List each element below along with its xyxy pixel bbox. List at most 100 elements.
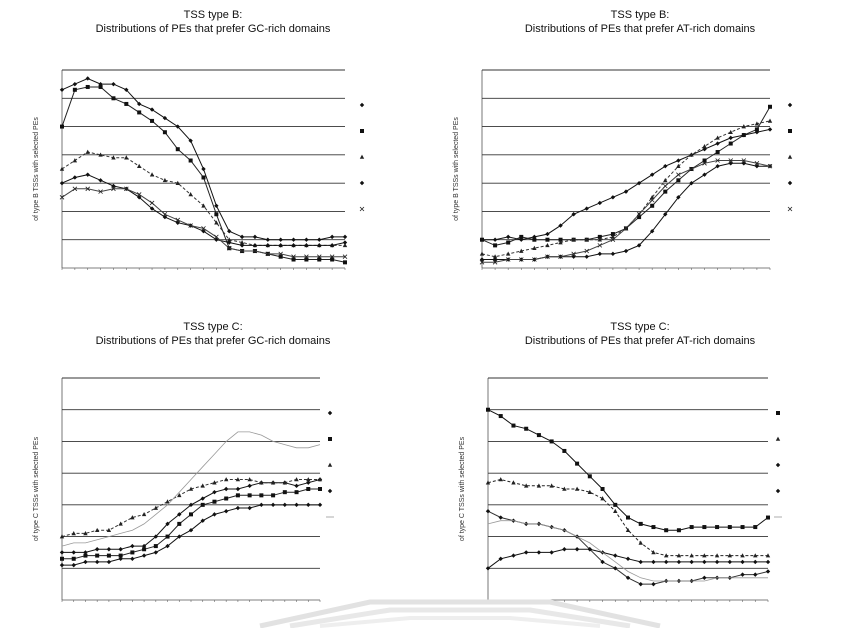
data-point-s1-20 (304, 237, 309, 242)
chart-title: TSS type C: Distributions of PEs that pr… (0, 320, 426, 348)
data-point-s5-20 (728, 158, 734, 163)
data-point-s5-21 (316, 254, 322, 259)
data-point-s2-2 (72, 87, 77, 92)
data-point-s2-16 (676, 553, 682, 558)
data-point-s4-12 (623, 248, 629, 254)
legend-marker-2 (328, 437, 332, 441)
data-point-s2-12 (201, 175, 206, 180)
data-point-s3-16 (676, 163, 681, 168)
data-point-s4-19 (715, 163, 720, 169)
data-point-s1-22 (329, 234, 335, 240)
data-point-s1-6 (549, 439, 554, 444)
data-point-s3-23 (765, 569, 771, 574)
data-point-s4-22 (753, 559, 758, 565)
data-point-s3-11 (177, 492, 182, 498)
data-point-s3-10 (165, 499, 170, 504)
data-point-s1-17 (247, 483, 252, 489)
data-point-s3-6 (124, 155, 129, 160)
legend-marker-5 (359, 206, 365, 212)
data-point-s4-14 (227, 240, 232, 245)
data-point-s1-10 (600, 487, 605, 491)
data-point-s1-8 (149, 107, 155, 112)
data-point-s2-19 (715, 150, 720, 155)
data-point-s1-4 (524, 426, 529, 431)
data-point-s1-12 (623, 189, 629, 194)
data-point-s2-11 (177, 521, 182, 526)
data-point-s3-18 (702, 143, 707, 149)
data-point-s5-8 (571, 251, 576, 257)
data-point-s3-18 (259, 480, 264, 485)
data-point-s3-22 (753, 572, 758, 577)
data-point-s2-14 (651, 550, 656, 555)
legend-marker-3 (787, 154, 793, 159)
series-line-2 (487, 478, 768, 557)
data-point-s1-1 (59, 87, 65, 92)
data-point-s5-3 (85, 186, 91, 192)
data-point-s3-21 (294, 477, 299, 482)
data-point-s4-23 (317, 502, 323, 508)
data-point-s5-7 (136, 192, 142, 197)
data-point-s5-16 (252, 248, 258, 254)
chart-svg: of type B TSSs with selected PEs (453, 69, 793, 270)
data-point-s3-15 (239, 240, 245, 245)
data-point-s1-23 (767, 127, 773, 132)
data-point-s1-8 (141, 543, 147, 549)
data-point-s2-4 (523, 483, 529, 488)
data-point-s3-23 (767, 118, 773, 123)
chart-tss-b-gc: TSS type B: Distributions of PEs that pr… (0, 0, 426, 314)
data-point-s4-2 (492, 257, 498, 262)
series-line-3 (487, 510, 769, 585)
data-point-s3-14 (227, 237, 232, 242)
data-point-s2-19 (714, 553, 720, 558)
chart-tss-c-gc: TSS type C: Distributions of PEs that pr… (0, 314, 426, 628)
data-point-s2-5 (106, 553, 111, 558)
chart-title: TSS type B: Distributions of PEs that pr… (0, 8, 426, 36)
data-point-s4-22 (306, 502, 311, 508)
legend-marker-4 (775, 488, 781, 494)
data-point-s1-4 (94, 547, 100, 552)
series-line-1 (487, 409, 769, 531)
data-point-s5-5 (532, 257, 537, 262)
data-point-s3-7 (558, 240, 563, 245)
data-point-s2-19 (291, 257, 296, 262)
data-point-s3-14 (212, 480, 217, 485)
data-point-s1-17 (265, 237, 271, 242)
data-point-s1-15 (223, 486, 229, 492)
data-point-s2-7 (137, 110, 142, 115)
data-point-s3-12 (625, 575, 631, 580)
data-point-s4-5 (536, 550, 542, 555)
data-point-s5-15 (239, 248, 245, 254)
data-point-s1-9 (162, 115, 168, 121)
data-point-s1-11 (610, 195, 616, 200)
data-point-s2-9 (587, 489, 593, 494)
data-point-s5-9 (584, 248, 590, 254)
data-point-s2-2 (493, 243, 498, 248)
data-point-s3-7 (136, 163, 142, 168)
data-point-s2-17 (689, 553, 694, 558)
data-point-s2-23 (768, 104, 772, 109)
data-point-s3-17 (247, 477, 252, 482)
data-point-s3-2 (72, 158, 78, 163)
data-point-s1-19 (291, 237, 296, 242)
data-point-s2-20 (728, 141, 733, 146)
data-point-s5-1 (59, 195, 65, 200)
data-point-s4-18 (702, 559, 707, 565)
data-point-s4-6 (549, 550, 554, 555)
data-point-s3-8 (149, 172, 155, 177)
data-point-s4-13 (638, 559, 643, 565)
data-point-s3-3 (505, 251, 511, 256)
data-point-s2-3 (506, 240, 511, 245)
data-point-s2-10 (175, 147, 180, 152)
data-point-s5-22 (329, 254, 335, 259)
data-point-s2-8 (142, 547, 147, 552)
data-point-s3-2 (498, 515, 503, 520)
data-point-s1-5 (536, 433, 541, 438)
data-point-s4-21 (294, 502, 299, 508)
data-point-s2-11 (610, 232, 615, 237)
legend-marker-3 (359, 154, 365, 159)
data-point-s5-9 (162, 211, 168, 217)
data-point-s2-13 (638, 540, 643, 545)
data-point-s1-12 (626, 515, 630, 520)
data-point-s4-4 (94, 559, 100, 565)
data-point-s2-5 (532, 237, 537, 242)
